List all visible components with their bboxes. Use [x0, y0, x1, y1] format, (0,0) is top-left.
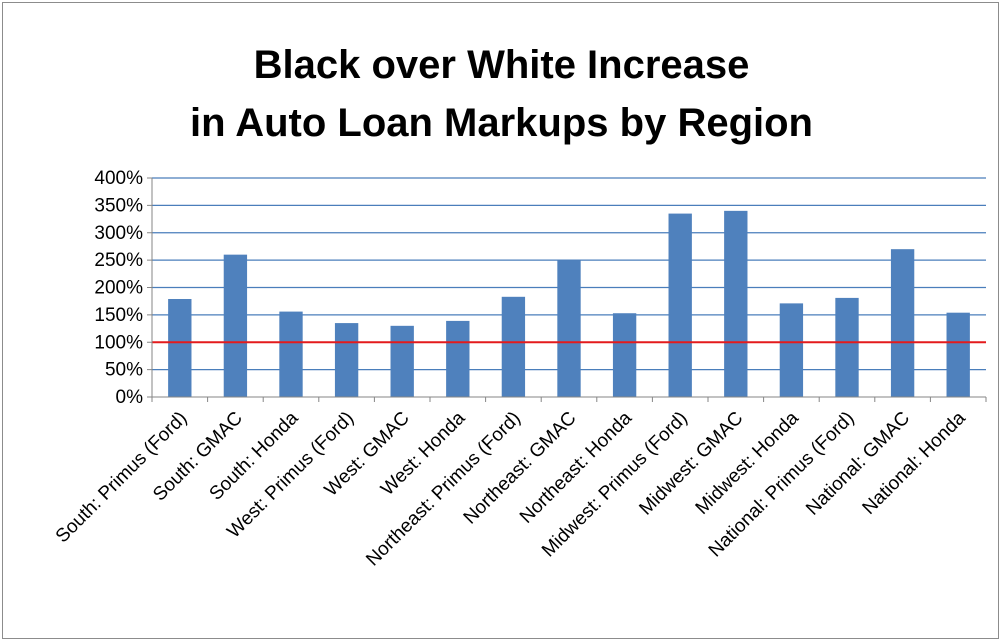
x-tick-label: Midwest: GMAC	[635, 408, 747, 520]
x-tick-label: Midwest: Honda	[692, 407, 803, 518]
bar	[168, 298, 192, 397]
bar	[390, 325, 414, 397]
bar	[668, 213, 692, 397]
y-tick-label: 150%	[94, 305, 143, 326]
bar	[334, 323, 359, 397]
y-tick-label: 300%	[94, 223, 143, 244]
x-tick-label: National: GMAC	[802, 408, 914, 520]
bar	[223, 254, 248, 397]
bar	[835, 297, 859, 397]
y-tick-label: 200%	[94, 278, 143, 299]
bar	[557, 260, 581, 397]
x-tick-label: National: Honda	[859, 407, 971, 519]
axes	[147, 177, 987, 402]
y-tick-label: 400%	[94, 168, 143, 189]
bar	[446, 320, 470, 397]
y-tick-labels: 0% 50% 100% 150% 200% 250% 300% 350% 400%	[94, 168, 143, 408]
chart-title-line-1: Black over White Increase	[253, 43, 750, 87]
y-tick-label: 100%	[94, 332, 143, 353]
bar	[946, 312, 970, 397]
bar	[612, 313, 637, 397]
chart-title-line-2: in Auto Loan Markups by Region	[190, 101, 813, 145]
y-tick-label: 50%	[105, 360, 143, 381]
bar	[724, 210, 748, 397]
y-tick-label: 350%	[94, 195, 143, 216]
bar	[890, 249, 915, 397]
y-tick-label: 0%	[116, 387, 144, 408]
bar	[501, 296, 526, 397]
chart-title: Black over White Increase in Auto Loan M…	[0, 36, 1003, 152]
y-tick-label: 250%	[94, 250, 143, 271]
bars	[168, 210, 970, 397]
bar	[779, 303, 804, 397]
bar	[279, 311, 303, 397]
